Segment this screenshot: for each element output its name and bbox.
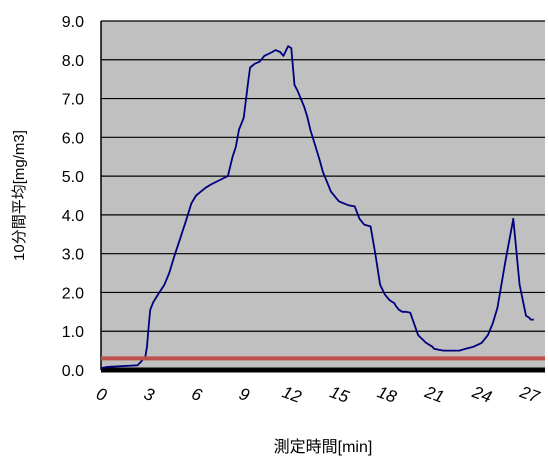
y-tick-label: 2.0 — [62, 285, 84, 302]
y-tick-label: 1.0 — [62, 324, 84, 341]
x-tick-label: 27 — [517, 382, 543, 407]
x-tick-label: 15 — [327, 382, 352, 407]
x-tick-labels: 0 3 6 9 12 15 18 21 24 27 — [94, 382, 542, 407]
x-tick-label: 6 — [189, 384, 205, 405]
series-layer — [100, 45, 545, 369]
y-tick-label: 4.0 — [62, 208, 84, 225]
y-tick-labels: 0.0 1.0 2.0 3.0 4.0 5.0 6.0 7.0 8.0 9.0 — [62, 14, 84, 380]
y-tick-label: 0.0 — [62, 363, 84, 380]
x-axis-title: 測定時間[min] — [274, 438, 373, 456]
x-tick-label: 3 — [141, 384, 157, 405]
x-tick-label: 12 — [280, 382, 305, 407]
y-axis-title: 10分間平均[mg/m3] — [11, 130, 28, 261]
x-tick-label: 21 — [421, 382, 446, 407]
y-tick-label: 8.0 — [62, 53, 84, 70]
x-tick-label: 18 — [375, 382, 400, 407]
plot-area — [101, 21, 545, 370]
series-line — [100, 45, 534, 369]
y-tick-label: 3.0 — [62, 247, 84, 264]
y-tick-label: 9.0 — [62, 14, 84, 31]
x-tick-label: 24 — [469, 382, 494, 407]
y-tick-label: 6.0 — [62, 130, 84, 147]
y-tick-label: 5.0 — [62, 169, 84, 186]
y-tick-label: 7.0 — [62, 92, 84, 109]
x-tick-label: 9 — [237, 384, 253, 405]
x-tick-label: 0 — [94, 384, 110, 405]
